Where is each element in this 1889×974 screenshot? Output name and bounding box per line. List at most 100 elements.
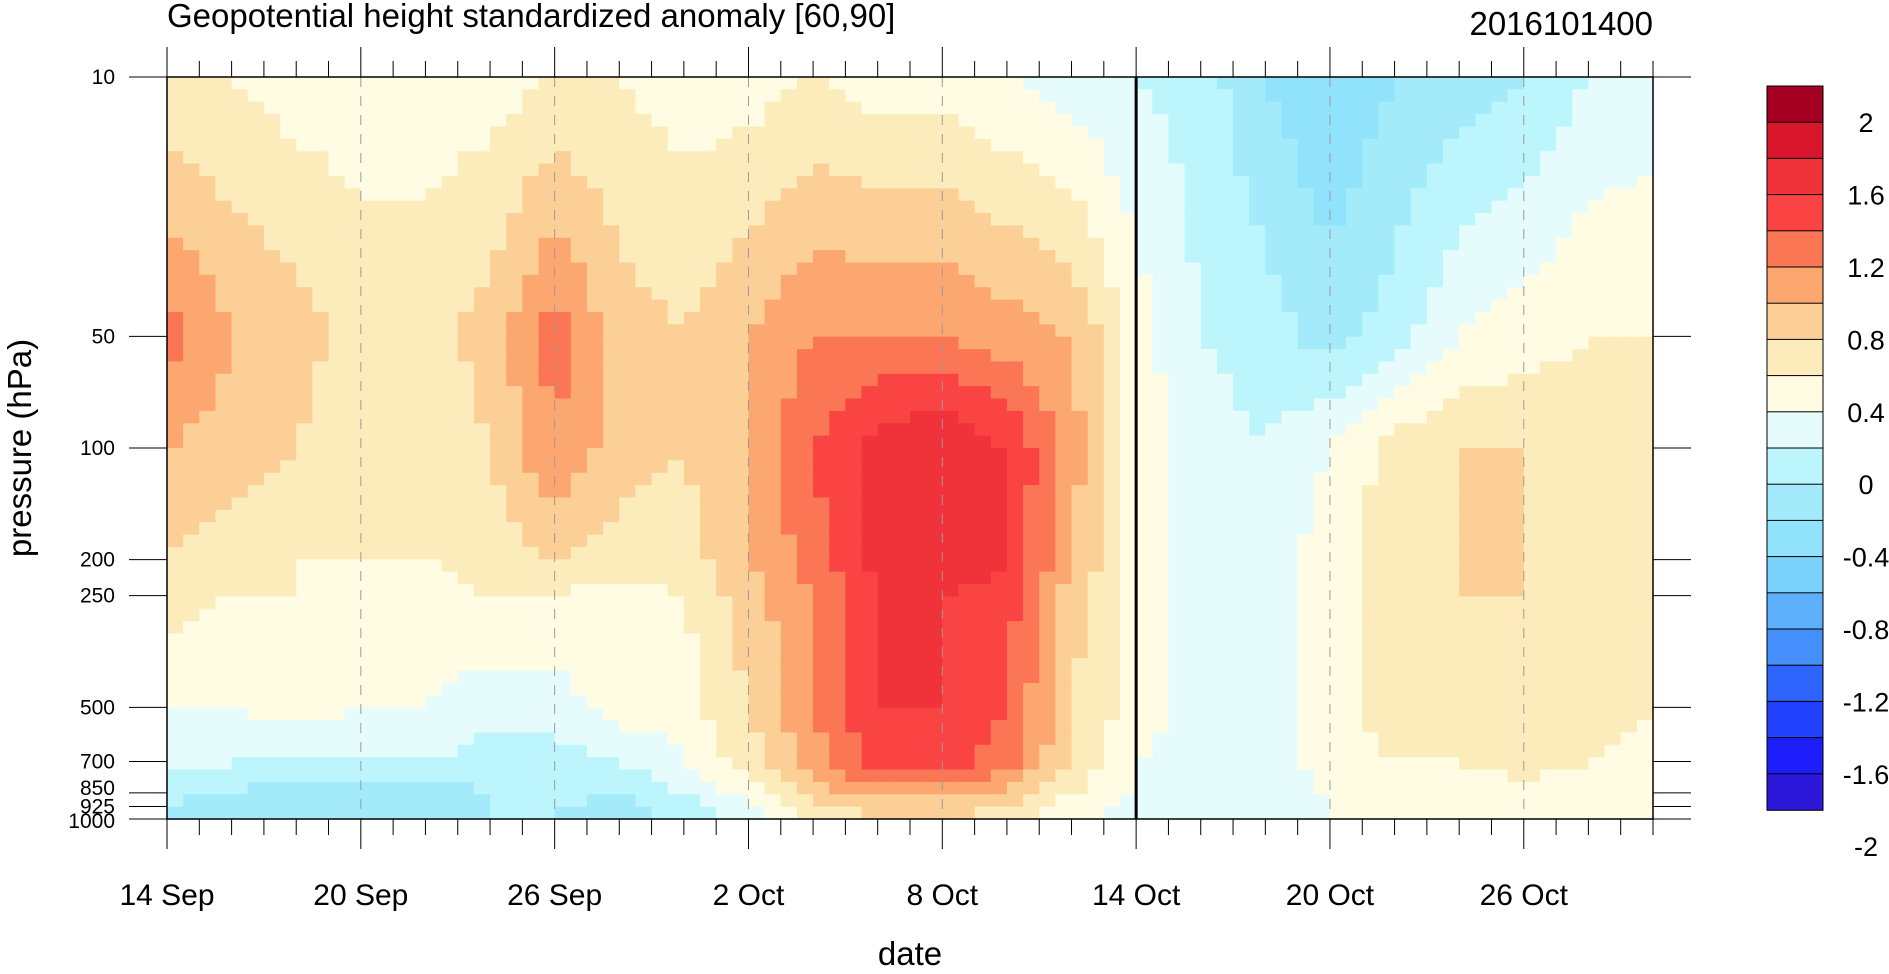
heatmap-cell (586, 410, 604, 424)
heatmap-cell (1249, 757, 1266, 771)
heatmap-cell (1103, 707, 1121, 721)
heatmap-cell (490, 707, 507, 721)
heatmap-cell (1265, 175, 1283, 189)
heatmap-cell (586, 769, 604, 783)
heatmap-cell (296, 77, 313, 90)
heatmap-cell (619, 695, 637, 709)
heatmap-cell (1136, 398, 1153, 412)
heatmap-cell (974, 732, 992, 746)
heatmap-cell (861, 559, 879, 573)
heatmap-cell (619, 707, 637, 721)
heatmap-cell (1378, 410, 1396, 424)
heatmap-cell (1346, 794, 1363, 808)
heatmap-cell (1087, 77, 1105, 90)
heatmap-cell (700, 89, 717, 103)
heatmap-cell (1410, 311, 1428, 325)
heatmap-cell (1443, 138, 1460, 152)
heatmap-cell (893, 707, 911, 721)
heatmap-cell (1055, 485, 1073, 499)
heatmap-cell (1200, 744, 1218, 758)
heatmap-cell (1055, 274, 1073, 288)
heatmap-cell (732, 720, 750, 734)
heatmap-cell (296, 546, 313, 560)
heatmap-cell (1281, 200, 1299, 214)
heatmap-cell (1103, 695, 1121, 709)
heatmap-cell (231, 584, 249, 597)
heatmap-cell (829, 460, 846, 474)
heatmap-cell (231, 114, 249, 128)
heatmap-cell (1200, 163, 1218, 177)
heatmap-cell (376, 336, 394, 350)
heatmap-cell (263, 559, 281, 573)
heatmap-cell (1136, 423, 1153, 437)
heatmap-cell (1184, 151, 1202, 165)
heatmap-cell (1071, 571, 1089, 585)
heatmap-cell (1265, 138, 1283, 152)
heatmap-cell (312, 274, 330, 288)
heatmap-cell (1378, 732, 1396, 746)
heatmap-cell (716, 485, 733, 499)
heatmap-cell (457, 311, 475, 325)
heatmap-cell (861, 373, 879, 387)
heatmap-cell (651, 682, 669, 696)
heatmap-cell (1459, 287, 1476, 301)
heatmap-cell (1443, 497, 1460, 511)
heatmap-cell (1055, 77, 1073, 90)
heatmap-cell (280, 472, 297, 486)
heatmap-cell (1087, 732, 1105, 746)
heatmap-cell (1507, 138, 1525, 152)
heatmap-cell (441, 349, 459, 363)
heatmap-cell (700, 707, 717, 721)
heatmap-cell (344, 732, 362, 746)
heatmap-cell (829, 213, 846, 226)
heatmap-cell (506, 151, 523, 165)
heatmap-cell (1233, 151, 1250, 165)
heatmap-cell (764, 410, 782, 424)
heatmap-cell (1410, 559, 1428, 573)
heatmap-cell (1443, 571, 1460, 585)
heatmap-cell (1394, 509, 1412, 523)
heatmap-cell (1410, 188, 1428, 202)
heatmap-cell (570, 584, 588, 597)
heatmap-cell (667, 806, 685, 819)
heatmap-cell (716, 163, 733, 177)
heatmap-cell (328, 621, 346, 635)
heatmap-cell (344, 138, 362, 152)
heatmap-cell (1006, 497, 1024, 511)
heatmap-cell (877, 163, 895, 177)
heatmap-cell (1394, 744, 1412, 758)
heatmap-cell (1006, 546, 1024, 560)
heatmap-cell (215, 373, 233, 387)
heatmap-cell (570, 213, 588, 226)
heatmap-cell (344, 781, 362, 795)
heatmap-cell (667, 522, 685, 536)
heatmap-cell (1103, 472, 1121, 486)
heatmap-cell (1200, 781, 1218, 795)
heatmap-cell (1216, 398, 1234, 412)
heatmap-cell (942, 670, 960, 684)
heatmap-cell (796, 670, 814, 684)
heatmap-cell (813, 707, 830, 721)
heatmap-cell (183, 584, 200, 597)
heatmap-cell (1281, 571, 1299, 585)
heatmap-cell (1329, 250, 1347, 264)
heatmap-cell (1329, 658, 1347, 672)
heatmap-cell (231, 534, 249, 548)
heatmap-cell (1426, 287, 1444, 301)
heatmap-cell (910, 645, 927, 659)
heatmap-cell (425, 311, 443, 325)
heatmap-cell (1346, 485, 1363, 499)
heatmap-cell (538, 584, 556, 597)
heatmap-cell (376, 744, 394, 758)
heatmap-cell (167, 287, 184, 301)
heatmap-cell (296, 373, 313, 387)
heatmap-cell (780, 448, 798, 461)
heatmap-cell (296, 769, 313, 783)
heatmap-cell (570, 349, 588, 363)
heatmap-cell (1443, 287, 1460, 301)
heatmap-cell (1249, 497, 1266, 511)
heatmap-cell (1475, 744, 1493, 758)
heatmap-cell (651, 262, 669, 276)
heatmap-cell (1394, 274, 1412, 288)
heatmap-cell (1281, 213, 1299, 226)
